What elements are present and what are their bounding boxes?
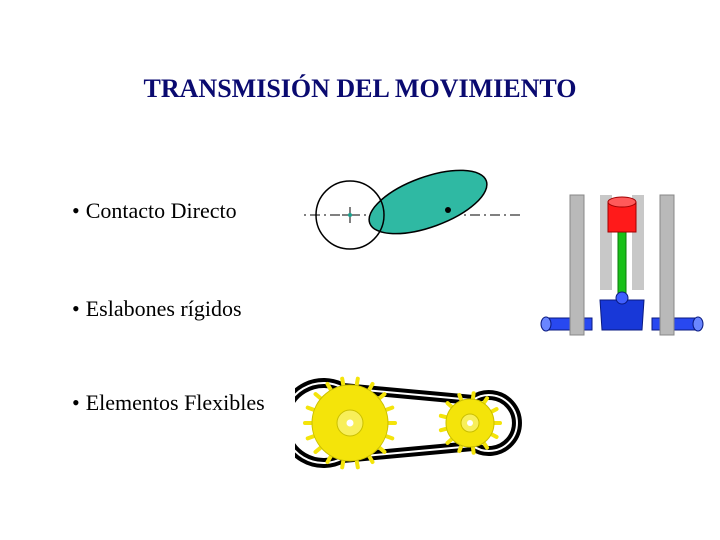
bullet-item-2: •Eslabones rígidos — [72, 296, 242, 322]
figure-slider-crank — [540, 190, 710, 355]
bullet-dot-icon: • — [72, 198, 80, 224]
bullet-label: Elementos Flexibles — [86, 390, 265, 415]
bullet-item-3: •Elementos Flexibles — [72, 390, 265, 416]
figure-cam-follower — [300, 160, 520, 260]
bullet-item-1: •Contacto Directo — [72, 198, 237, 224]
bullet-label: Eslabones rígidos — [86, 296, 242, 321]
bullet-dot-icon: • — [72, 390, 80, 416]
bullet-dot-icon: • — [72, 296, 80, 322]
bullet-label: Contacto Directo — [86, 198, 237, 223]
figure-chain-drive — [295, 370, 525, 475]
page-title: TRANSMISIÓN DEL MOVIMIENTO — [0, 74, 720, 104]
